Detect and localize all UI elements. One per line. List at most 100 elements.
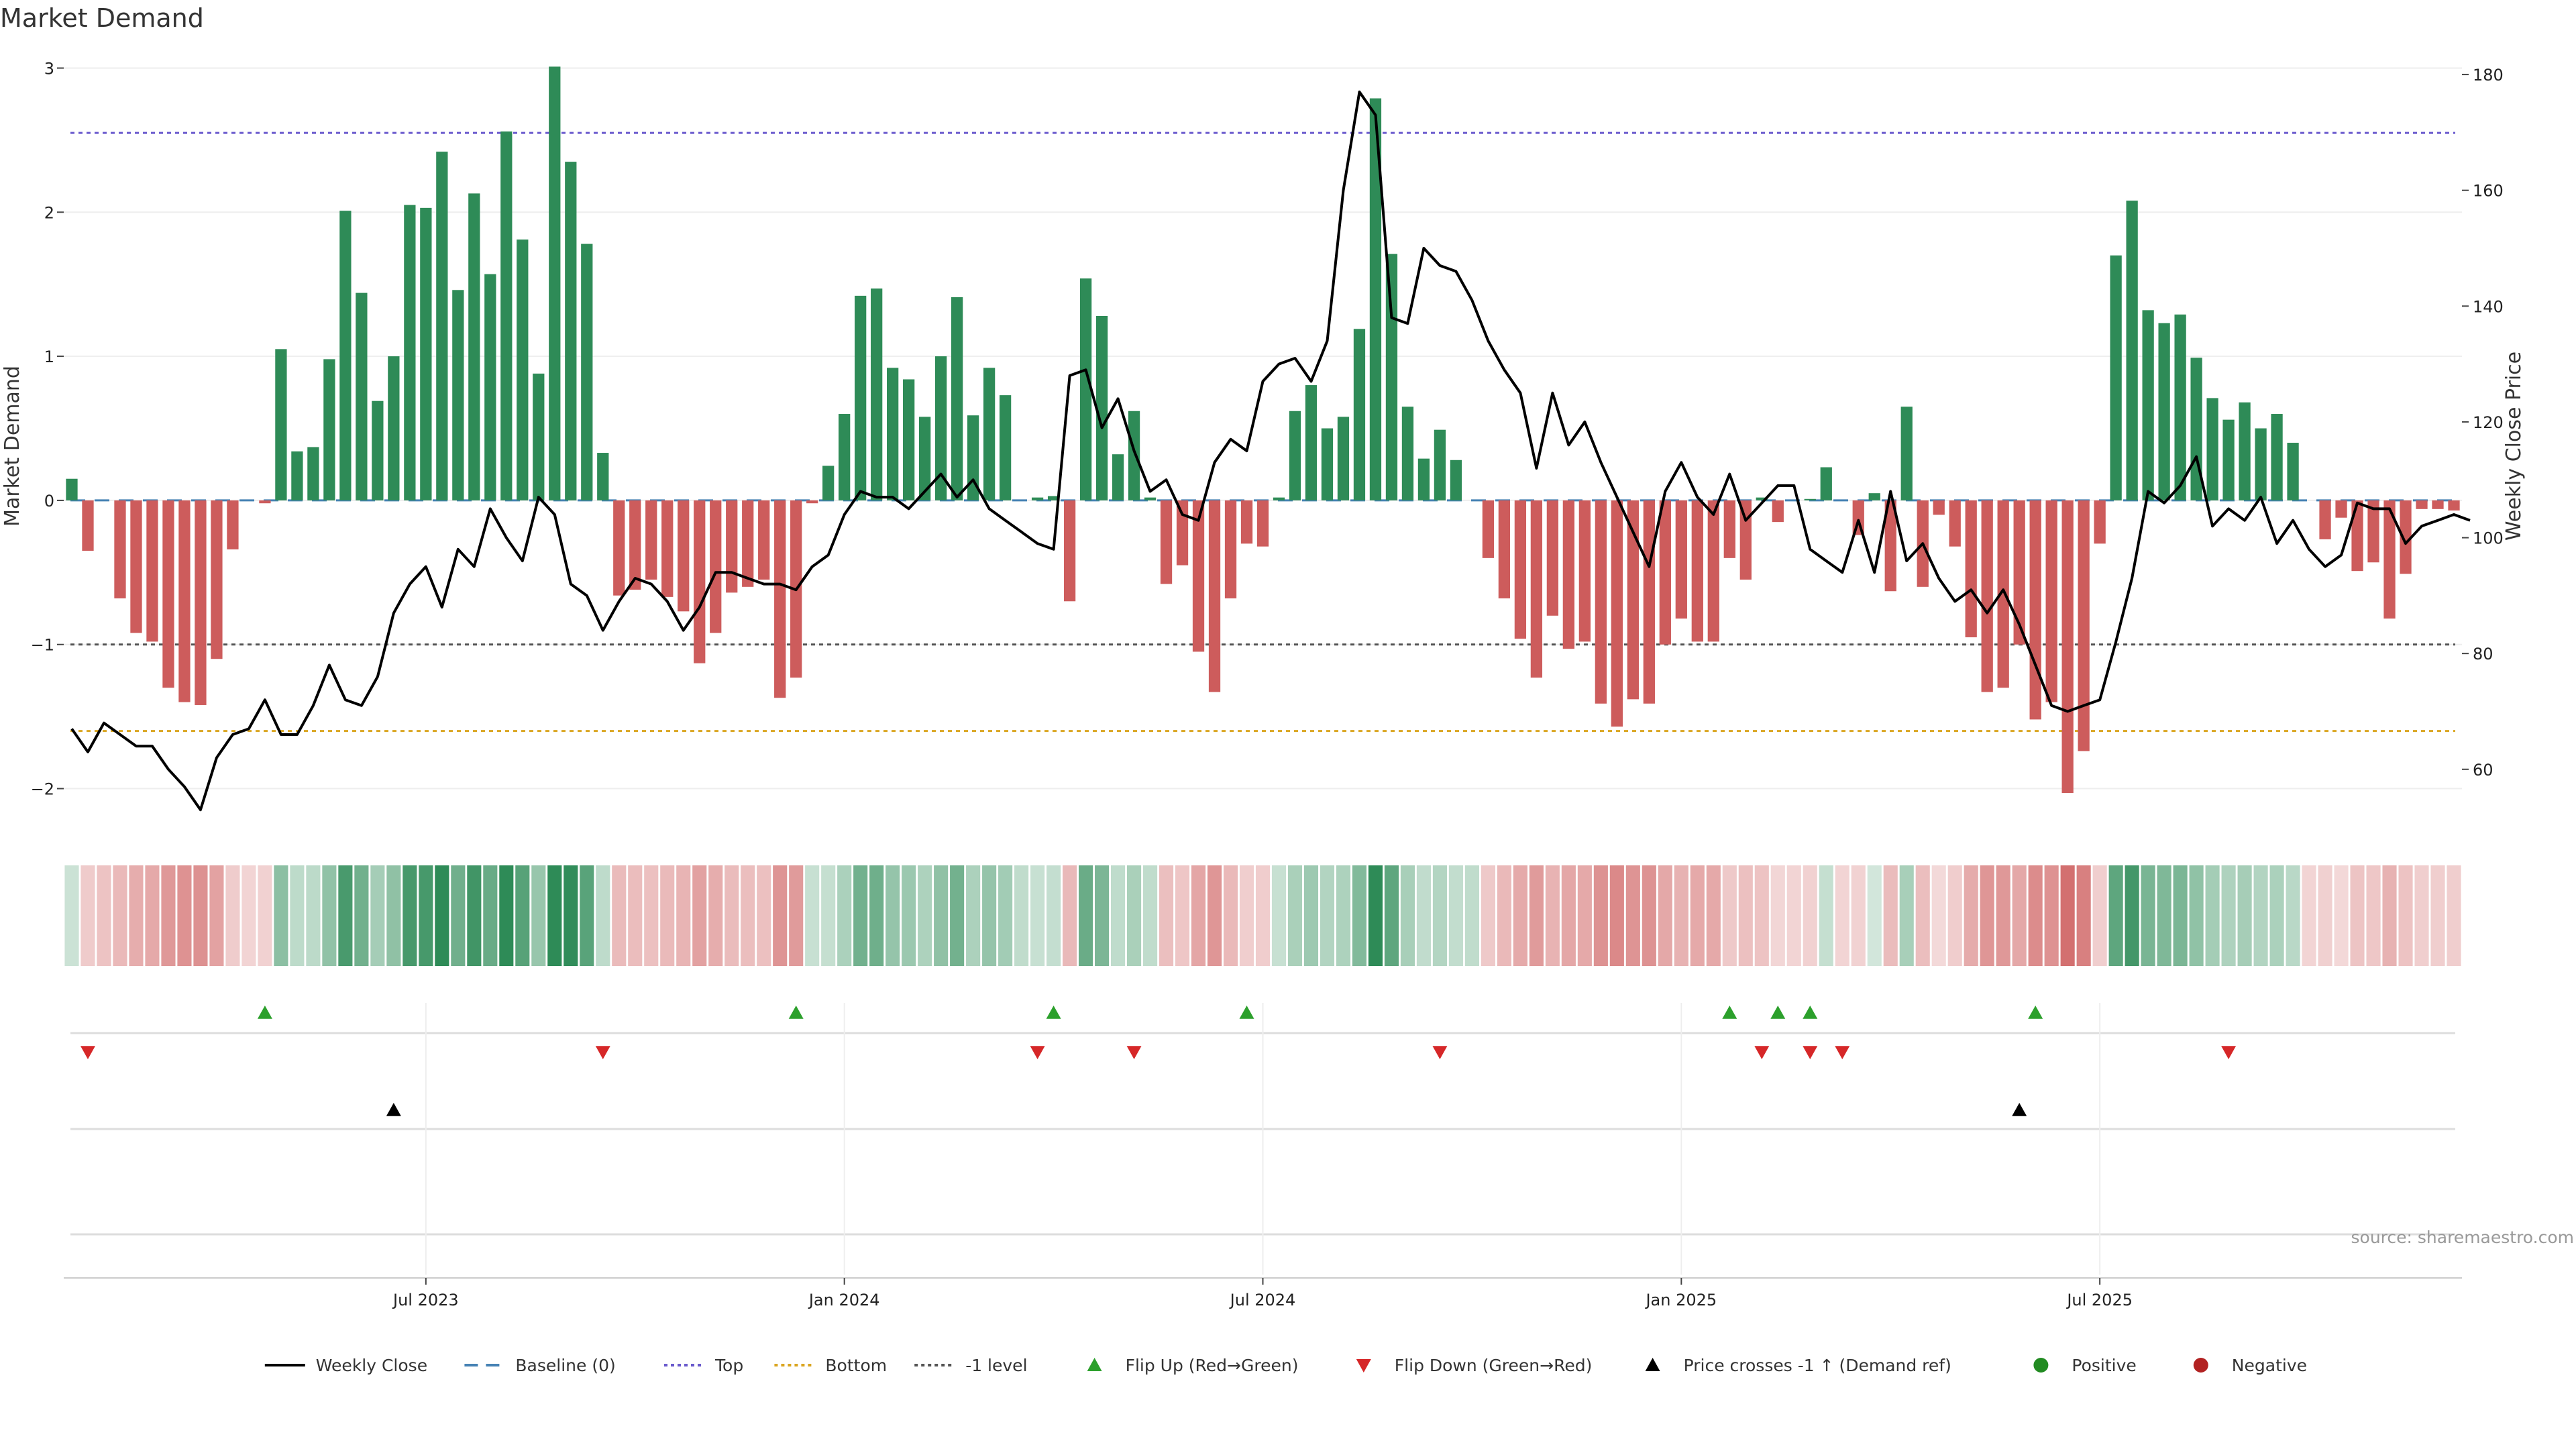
bar-positive (1305, 385, 1318, 500)
strip-cell-positive (2157, 865, 2171, 966)
strip-cell-positive (1046, 865, 1061, 966)
strip-cell-negative (1706, 865, 1721, 966)
strip-cell-negative (2350, 865, 2365, 966)
bar-positive (420, 207, 432, 500)
bar-negative (1611, 500, 1623, 727)
bar-negative (227, 500, 239, 549)
strip-cell-positive (966, 865, 981, 966)
axes: −2 −1 0 1 2 3 60 80 100 120 140 160 180 (31, 59, 2504, 798)
strip-cell-negative (612, 865, 627, 966)
strip-cell-negative (2447, 865, 2461, 966)
strip-cell-positive (354, 865, 369, 966)
bar-positive (999, 395, 1012, 500)
strip-cell-positive (386, 865, 401, 966)
bar-negative (806, 500, 818, 504)
bar-positive (967, 415, 979, 500)
bar-positive (1079, 278, 1092, 500)
strip-cell-positive (1014, 865, 1029, 966)
bar-negative (2335, 500, 2347, 518)
strip-cell-positive (1095, 865, 1110, 966)
bar-negative (1965, 500, 1977, 637)
strip-cell-positive (1030, 865, 1045, 966)
flip-up-marker (1046, 1006, 1061, 1019)
flip-up-marker (1722, 1006, 1737, 1019)
y2-tick-label: 80 (2473, 645, 2493, 663)
bar-positive (2222, 419, 2235, 500)
strip-cell-negative (1658, 865, 1672, 966)
legend-symbol-flip-down (1356, 1359, 1371, 1373)
strip-cell-negative (1577, 865, 1592, 966)
flip-up-marker (257, 1006, 272, 1019)
strip-cell-negative (2430, 865, 2445, 966)
bar-positive (1434, 429, 1446, 500)
strip-cell-positive (998, 865, 1013, 966)
bar-negative (1643, 500, 1655, 704)
strip-cell-positive (2269, 865, 2284, 966)
legend-symbol-positive (2033, 1358, 2049, 1373)
y-tick-label: 0 (44, 492, 54, 511)
demand-heat-strip (64, 865, 2461, 966)
bar-positive (903, 379, 915, 500)
bar-negative (2319, 500, 2331, 539)
strip-cell-negative (1996, 865, 2010, 966)
bar-positive (2271, 414, 2283, 500)
bar-positive (919, 417, 931, 500)
strip-cell-positive (885, 865, 900, 966)
bar-positive (404, 205, 416, 500)
bar-positive (66, 478, 78, 500)
y2-tick-label: 160 (2473, 182, 2504, 201)
bar-negative (661, 500, 674, 597)
flip-down-marker (1835, 1046, 1850, 1059)
bar-negative (2416, 500, 2428, 509)
bar-positive (934, 356, 947, 500)
bar-positive (1353, 329, 1366, 500)
bar-positive (533, 373, 545, 500)
strip-cell-positive (821, 865, 836, 966)
strip-cell-negative (1786, 865, 1801, 966)
legend-label: Price crosses -1 ↑ (Demand ref) (1684, 1356, 1951, 1375)
strip-cell-negative (1947, 865, 1962, 966)
strip-cell-positive (322, 865, 337, 966)
strip-cell-negative (1642, 865, 1656, 966)
bar-positive (1128, 411, 1140, 500)
bar-negative (645, 500, 657, 580)
flip-down-marker (80, 1046, 95, 1059)
strip-cell-positive (1142, 865, 1158, 966)
strip-cell-positive (402, 865, 417, 966)
flip-up-marker (1803, 1006, 1818, 1019)
bar-positive (565, 162, 577, 500)
bar-negative (1933, 500, 1945, 515)
bar-positive (1450, 460, 1462, 500)
legend-label: Negative (2232, 1356, 2307, 1375)
strip-cell-negative (80, 865, 95, 966)
strip-cell-negative (2028, 865, 2043, 966)
strip-cell-negative (1803, 865, 1817, 966)
strip-cell-positive (274, 865, 288, 966)
bar-positive (356, 292, 368, 500)
legend-label: Positive (2072, 1356, 2136, 1375)
bar-positive (1417, 458, 1430, 500)
strip-cell-positive (1111, 865, 1126, 966)
strip-cell-negative (1722, 865, 1737, 966)
strip-cell-negative (1609, 865, 1624, 966)
strip-cell-negative (2012, 865, 2027, 966)
bar-negative (1482, 500, 1495, 558)
bar-negative (1595, 500, 1607, 704)
y-axis-label: Market Demand (1, 366, 24, 527)
y-tick-label: 2 (44, 203, 54, 222)
strip-cell-positive (1320, 865, 1335, 966)
strip-cell-negative (2044, 865, 2059, 966)
strip-cell-positive (451, 865, 466, 966)
bar-negative (2029, 500, 2041, 720)
strip-cell-positive (805, 865, 820, 966)
bar-negative (742, 500, 754, 587)
strip-cell-positive (2286, 865, 2300, 966)
bar-positive (549, 66, 561, 500)
bar-negative (710, 500, 722, 633)
strip-cell-positive (918, 865, 932, 966)
bar-negative (2448, 500, 2460, 511)
strip-cell-negative (1690, 865, 1705, 966)
bar-negative (2045, 500, 2057, 702)
strip-cell-positive (2189, 865, 2204, 966)
bar-positive (839, 414, 851, 500)
